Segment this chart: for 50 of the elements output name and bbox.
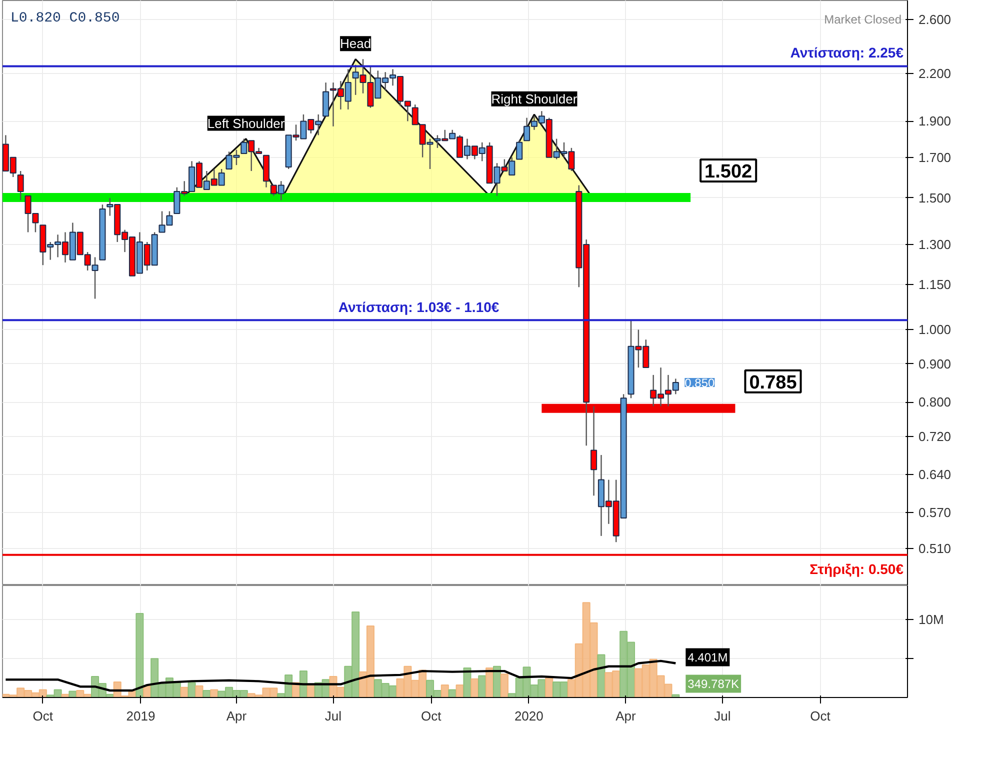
x-tick-label: Oct bbox=[420, 708, 442, 724]
y-tick-label: 1.700 bbox=[918, 150, 952, 165]
x-tick-label: Oct bbox=[810, 708, 831, 724]
y-tick-label: 0.800 bbox=[918, 394, 952, 410]
bar bbox=[448, 689, 456, 698]
y-tick-label: 1.000 bbox=[918, 322, 952, 338]
annotation: 0.785 bbox=[749, 372, 798, 394]
x-tick-label: Apr bbox=[616, 708, 636, 724]
annotation: 349.787K bbox=[688, 676, 740, 691]
bar bbox=[500, 674, 508, 698]
ref-line-label: Αντίσταση: 1.03€ - 1.10€ bbox=[338, 299, 500, 316]
y-tick-label: 1.900 bbox=[918, 114, 952, 129]
y-tick-label: 1.300 bbox=[918, 236, 952, 252]
x-tick-label: 2019 bbox=[126, 708, 156, 724]
y-tick-label: 2.600 bbox=[918, 12, 952, 27]
x-tick-label: Jul bbox=[324, 708, 342, 724]
bar bbox=[210, 689, 218, 698]
bar bbox=[136, 613, 144, 698]
x-tick-label: Apr bbox=[226, 708, 248, 724]
candlestick bbox=[590, 406, 598, 496]
ref-line-label: Στήριξη: 0.50€ bbox=[810, 560, 904, 577]
annotation: 0.850 bbox=[684, 376, 716, 390]
y-tick-label: 0.900 bbox=[918, 356, 952, 372]
y-tick-label: 10M bbox=[918, 612, 944, 628]
bar bbox=[470, 678, 479, 698]
bar bbox=[195, 685, 204, 698]
annotation: 4.401M bbox=[688, 650, 728, 664]
annotation: 1.502 bbox=[704, 162, 752, 183]
y-tick-label: 1.500 bbox=[918, 190, 952, 206]
bar bbox=[545, 678, 554, 698]
candlestick bbox=[17, 170, 24, 201]
annotation: Head bbox=[340, 36, 372, 52]
annotation: Market Closed bbox=[824, 12, 902, 26]
y-tick-label: 0.510 bbox=[918, 540, 952, 556]
ref-line-label: Αντίσταση: 2.25€ bbox=[790, 44, 904, 60]
x-tick-label: Oct bbox=[32, 708, 54, 724]
x-tick-label: Jul bbox=[714, 708, 731, 724]
bar bbox=[597, 654, 606, 698]
candlestick bbox=[516, 140, 523, 160]
y-tick-label: 0.640 bbox=[918, 467, 952, 482]
y-tick-label: 1.150 bbox=[918, 276, 952, 292]
bar bbox=[440, 684, 449, 698]
y-tick-label: 0.720 bbox=[918, 428, 952, 444]
annotation: Right Shoulder bbox=[491, 91, 578, 106]
y-tick-label: 2.200 bbox=[918, 66, 952, 82]
y-tick-label: 0.570 bbox=[918, 504, 952, 520]
x-tick-label: 2020 bbox=[514, 708, 544, 724]
annotation: L0.820 C0.850 bbox=[10, 10, 120, 26]
bar bbox=[478, 675, 486, 698]
annotation: Left Shoulder bbox=[207, 116, 286, 131]
